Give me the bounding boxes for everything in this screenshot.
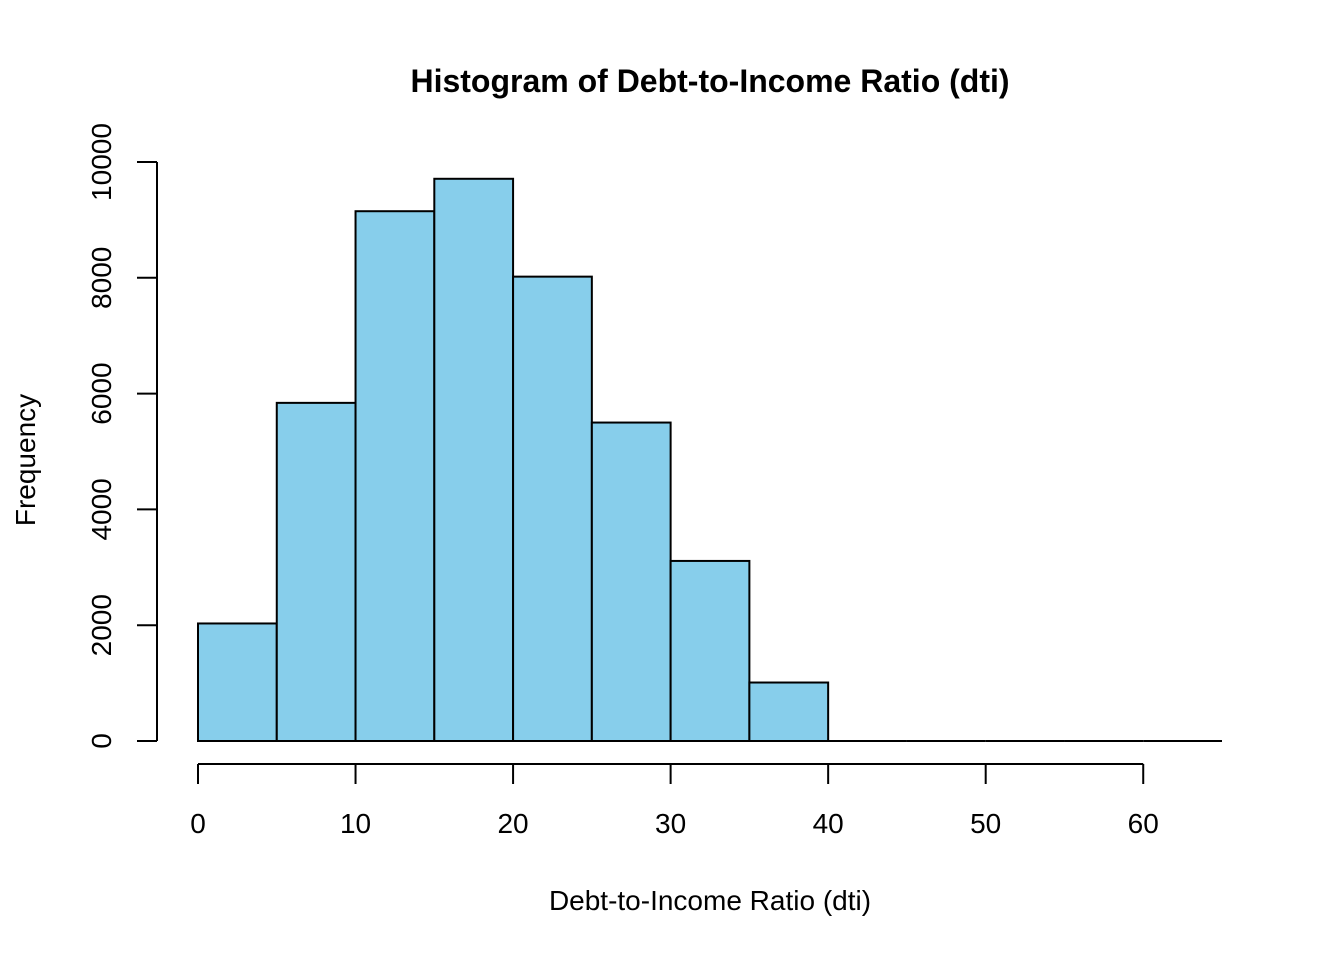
x-tick-label: 40 [813, 808, 844, 839]
x-tick-label: 0 [190, 808, 206, 839]
y-axis-label: Frequency [10, 394, 41, 526]
y-tick-label: 4000 [86, 478, 117, 540]
x-axis: 0 10 20 30 40 50 60 [190, 763, 1159, 839]
histogram-bar [197, 622, 278, 743]
x-tick-label: 50 [970, 808, 1001, 839]
y-tick-label: 6000 [86, 362, 117, 424]
histogram-bar [512, 275, 593, 742]
x-tick-label: 20 [497, 808, 528, 839]
x-tick-label: 10 [340, 808, 371, 839]
y-tick-label: 2000 [86, 594, 117, 656]
histogram-bar [748, 681, 830, 742]
x-axis-label: Debt-to-Income Ratio (dti) [549, 885, 871, 916]
y-tick-label: 10000 [86, 123, 117, 201]
y-tick-label: 0 [86, 733, 117, 749]
x-tick-label: 30 [655, 808, 686, 839]
histogram-bar [354, 210, 436, 742]
y-axis: 0 2000 4000 6000 8000 10000 [86, 123, 158, 749]
y-tick-label: 8000 [86, 247, 117, 309]
histogram-bar [275, 401, 357, 742]
bars-group [197, 177, 1222, 743]
histogram-bar [590, 421, 672, 742]
x-tick-label: 60 [1128, 808, 1159, 839]
histogram-bar [433, 177, 515, 742]
histogram-bar [669, 559, 751, 743]
chart-title: Histogram of Debt-to-Income Ratio (dti) [410, 63, 1009, 99]
